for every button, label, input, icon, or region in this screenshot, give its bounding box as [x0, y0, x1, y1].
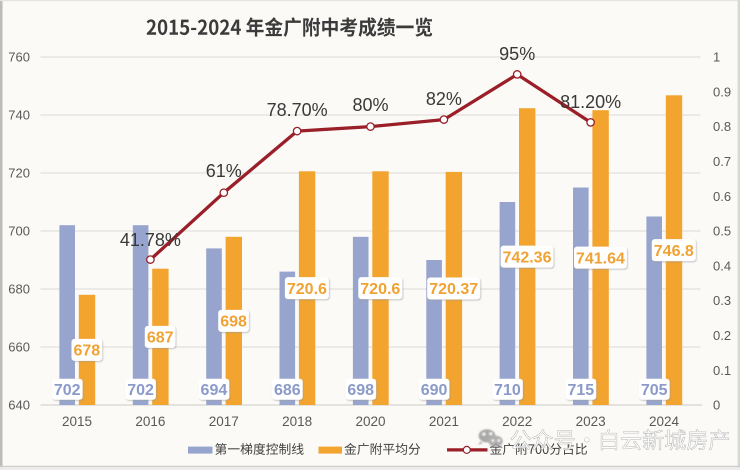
svg-text:702: 702	[127, 382, 154, 399]
svg-text:2021: 2021	[429, 414, 459, 429]
svg-text:1: 1	[713, 50, 720, 65]
svg-text:746.8: 746.8	[654, 243, 694, 260]
svg-text:705: 705	[641, 382, 668, 399]
svg-text:640: 640	[8, 398, 30, 413]
svg-text:0.1: 0.1	[713, 363, 731, 378]
svg-text:0.5: 0.5	[713, 224, 731, 239]
svg-text:0.2: 0.2	[713, 328, 731, 343]
svg-text:690: 690	[421, 382, 448, 399]
svg-text:0.3: 0.3	[713, 293, 731, 308]
svg-text:41.78%: 41.78%	[120, 230, 181, 250]
svg-text:702: 702	[54, 382, 81, 399]
svg-text:2023: 2023	[576, 414, 606, 429]
svg-text:740: 740	[8, 108, 30, 123]
svg-text:742.36: 742.36	[503, 249, 552, 266]
svg-text:698: 698	[347, 382, 374, 399]
svg-text:2017: 2017	[209, 414, 239, 429]
svg-text:710: 710	[494, 382, 521, 399]
svg-text:686: 686	[274, 382, 301, 399]
svg-text:678: 678	[73, 343, 100, 360]
svg-text:95%: 95%	[499, 44, 535, 64]
svg-text:82%: 82%	[426, 89, 462, 109]
svg-text:720.6: 720.6	[287, 281, 327, 298]
svg-text:78.70%: 78.70%	[267, 100, 328, 120]
svg-text:0.9: 0.9	[713, 84, 731, 99]
svg-text:2020: 2020	[355, 414, 385, 429]
svg-text:687: 687	[147, 330, 174, 347]
svg-text:2022: 2022	[502, 414, 532, 429]
svg-text:2024: 2024	[649, 414, 680, 429]
svg-text:2015: 2015	[62, 414, 92, 429]
svg-text:694: 694	[201, 382, 228, 399]
svg-text:0.4: 0.4	[713, 258, 731, 273]
svg-text:698: 698	[220, 314, 247, 331]
svg-text:81.20%: 81.20%	[560, 92, 621, 112]
svg-text:0: 0	[713, 398, 720, 413]
svg-text:700: 700	[8, 224, 30, 239]
svg-text:715: 715	[567, 382, 594, 399]
svg-text:680: 680	[8, 282, 30, 297]
svg-text:720: 720	[8, 166, 30, 181]
svg-text:2016: 2016	[135, 414, 165, 429]
svg-text:0.7: 0.7	[713, 154, 731, 169]
svg-text:760: 760	[8, 50, 30, 65]
svg-text:741.64: 741.64	[576, 250, 625, 267]
svg-text:80%: 80%	[352, 95, 388, 115]
svg-text:0.8: 0.8	[713, 119, 731, 134]
svg-text:660: 660	[8, 340, 30, 355]
svg-text:0.6: 0.6	[713, 189, 731, 204]
svg-text:720.37: 720.37	[429, 281, 478, 298]
svg-text:2018: 2018	[282, 414, 312, 429]
svg-text:720.6: 720.6	[360, 281, 400, 298]
svg-text:61%: 61%	[206, 161, 242, 181]
